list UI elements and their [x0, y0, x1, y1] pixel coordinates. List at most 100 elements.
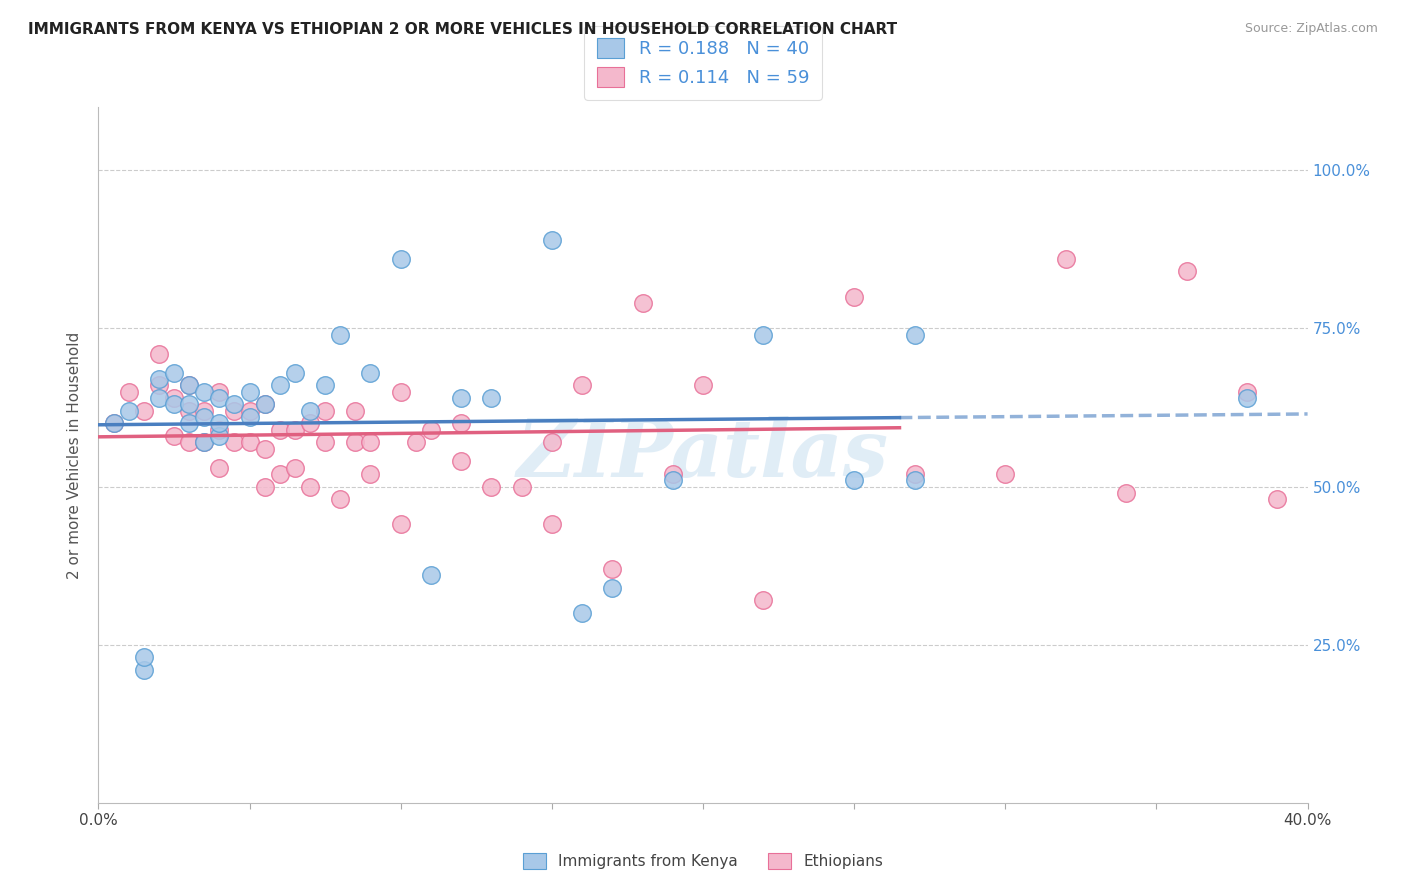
Point — [405, 435, 427, 450]
Point — [193, 435, 215, 450]
Point — [269, 467, 291, 481]
Point — [540, 435, 562, 450]
Point — [481, 479, 503, 493]
Point — [208, 391, 231, 405]
Point — [571, 378, 593, 392]
Point — [344, 435, 367, 450]
Point — [360, 467, 382, 481]
Point — [314, 403, 336, 417]
Legend: Immigrants from Kenya, Ethiopians: Immigrants from Kenya, Ethiopians — [516, 847, 890, 875]
Point — [118, 403, 141, 417]
Point — [904, 327, 927, 342]
Point — [1054, 252, 1077, 266]
Point — [132, 663, 155, 677]
Point — [224, 397, 246, 411]
Point — [571, 606, 593, 620]
Point — [329, 327, 352, 342]
Point — [389, 517, 412, 532]
Point — [844, 473, 866, 487]
Point — [284, 460, 307, 475]
Point — [148, 391, 170, 405]
Point — [752, 593, 775, 607]
Point — [224, 403, 246, 417]
Point — [239, 409, 262, 424]
Point — [193, 435, 215, 450]
Point — [193, 403, 215, 417]
Point — [314, 378, 336, 392]
Point — [284, 366, 307, 380]
Point — [253, 442, 276, 456]
Point — [103, 417, 125, 431]
Point — [450, 454, 472, 468]
Y-axis label: 2 or more Vehicles in Household: 2 or more Vehicles in Household — [67, 331, 83, 579]
Point — [269, 423, 291, 437]
Point — [179, 378, 201, 392]
Point — [132, 650, 155, 665]
Point — [103, 417, 125, 431]
Point — [994, 467, 1017, 481]
Point — [510, 479, 533, 493]
Point — [661, 467, 683, 481]
Point — [360, 435, 382, 450]
Point — [692, 378, 714, 392]
Point — [329, 492, 352, 507]
Point — [253, 397, 276, 411]
Point — [148, 378, 170, 392]
Point — [360, 366, 382, 380]
Point — [179, 403, 201, 417]
Point — [208, 384, 231, 399]
Text: Source: ZipAtlas.com: Source: ZipAtlas.com — [1244, 22, 1378, 36]
Point — [752, 327, 775, 342]
Point — [239, 435, 262, 450]
Point — [224, 435, 246, 450]
Point — [631, 296, 654, 310]
Point — [132, 403, 155, 417]
Point — [540, 233, 562, 247]
Point — [239, 403, 262, 417]
Point — [389, 252, 412, 266]
Text: IMMIGRANTS FROM KENYA VS ETHIOPIAN 2 OR MORE VEHICLES IN HOUSEHOLD CORRELATION C: IMMIGRANTS FROM KENYA VS ETHIOPIAN 2 OR … — [28, 22, 897, 37]
Point — [1267, 492, 1289, 507]
Point — [118, 384, 141, 399]
Point — [179, 378, 201, 392]
Point — [420, 423, 443, 437]
Point — [253, 479, 276, 493]
Point — [1175, 264, 1198, 278]
Point — [284, 423, 307, 437]
Point — [163, 366, 186, 380]
Point — [299, 403, 322, 417]
Point — [163, 429, 186, 443]
Point — [269, 378, 291, 392]
Point — [299, 417, 322, 431]
Point — [299, 479, 322, 493]
Point — [314, 435, 336, 450]
Point — [163, 391, 186, 405]
Point — [253, 397, 276, 411]
Point — [1236, 391, 1258, 405]
Point — [163, 397, 186, 411]
Point — [1115, 486, 1137, 500]
Point — [450, 391, 472, 405]
Point — [193, 409, 215, 424]
Point — [344, 403, 367, 417]
Point — [602, 562, 624, 576]
Point — [208, 429, 231, 443]
Point — [420, 568, 443, 582]
Point — [148, 347, 170, 361]
Point — [602, 581, 624, 595]
Point — [179, 417, 201, 431]
Point — [844, 290, 866, 304]
Point — [179, 397, 201, 411]
Point — [450, 417, 472, 431]
Point — [208, 423, 231, 437]
Point — [661, 473, 683, 487]
Text: ZIPatlas: ZIPatlas — [517, 417, 889, 493]
Point — [904, 473, 927, 487]
Point — [540, 517, 562, 532]
Point — [389, 384, 412, 399]
Legend: R = 0.188   N = 40, R = 0.114   N = 59: R = 0.188 N = 40, R = 0.114 N = 59 — [585, 26, 821, 100]
Point — [179, 435, 201, 450]
Point — [239, 384, 262, 399]
Point — [148, 372, 170, 386]
Point — [904, 467, 927, 481]
